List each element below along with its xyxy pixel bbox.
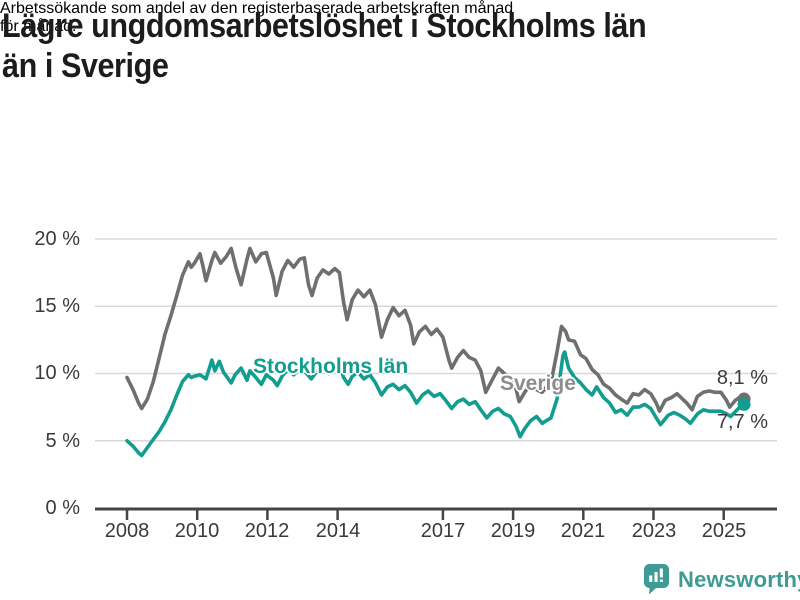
x-axis-label-2025: 2025: [701, 520, 747, 542]
x-axis-label-2017: 2017: [420, 520, 466, 542]
y-axis-label-15: 15 %: [34, 295, 80, 317]
end-value-label-stockholms-lan: 7,7 %: [716, 411, 768, 433]
chart-subtitle-line2: för månad.: [0, 18, 77, 35]
newsworthy-brand-text: Newsworthy: [678, 566, 800, 592]
chart-subtitle-line1: Arbetssökande som andel av den registerb…: [0, 0, 514, 17]
y-axis-label-10: 10 %: [34, 362, 80, 384]
x-axis-label-2014: 2014: [315, 520, 361, 542]
y-axis-label-5: 5 %: [45, 430, 80, 452]
chart-title: Lägre ungdomsarbetslöshet i Stockholms l…: [2, 6, 718, 86]
chart-title-line2: än i Sverige: [2, 47, 169, 85]
x-axis-label-2023: 2023: [631, 520, 677, 542]
y-axis-label-20: 20 %: [34, 228, 80, 250]
x-axis-label-2021: 2021: [560, 520, 606, 542]
end-value-label-sverige: 8,1 %: [716, 367, 768, 389]
x-axis-label-2012: 2012: [244, 520, 290, 542]
y-axis-label-0: 0 %: [45, 497, 80, 519]
chart-title-line1: Lägre ungdomsarbetslöshet i Stockholms l…: [2, 7, 647, 45]
newsworthy-logo-icon: [644, 564, 669, 595]
series-label-stockholms-lan: Stockholms län: [253, 355, 409, 378]
x-axis-label-2008: 2008: [104, 520, 150, 542]
x-axis-label-2010: 2010: [174, 520, 220, 542]
x-axis-label-2019: 2019: [490, 520, 536, 542]
newsworthy-logo[interactable]: Newsworthy: [644, 564, 800, 595]
series-label-sverige: Sverige: [500, 372, 576, 395]
